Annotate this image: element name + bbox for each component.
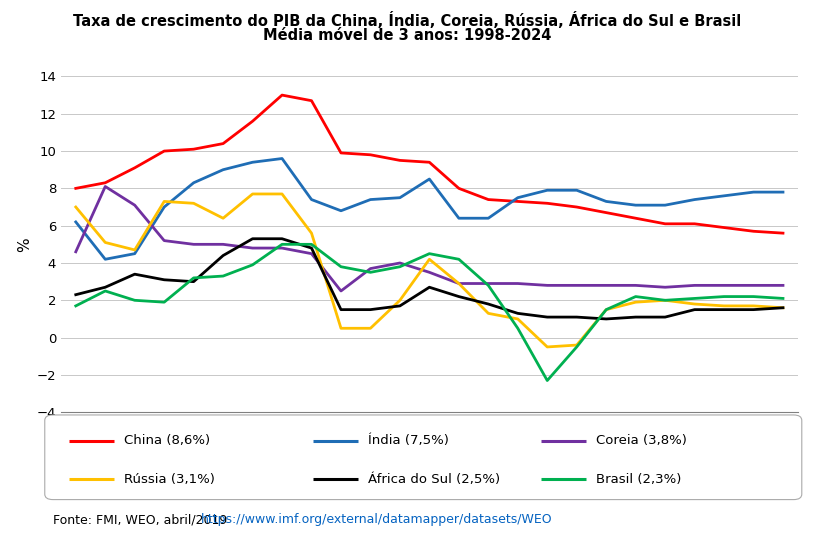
Text: Taxa de crescimento do PIB da China, Índia, Coreia, Rússia, África do Sul e Bras: Taxa de crescimento do PIB da China, Índ…	[73, 12, 741, 29]
Text: Brasil (2,3%): Brasil (2,3%)	[596, 473, 681, 486]
Text: Fonte: FMI, WEO, abril/2019: Fonte: FMI, WEO, abril/2019	[53, 513, 231, 526]
Text: Média móvel de 3 anos: 1998-2024: Média móvel de 3 anos: 1998-2024	[263, 28, 551, 43]
Text: África do Sul (2,5%): África do Sul (2,5%)	[368, 473, 500, 486]
Text: Índia (7,5%): Índia (7,5%)	[368, 434, 449, 447]
Text: https://www.imf.org/external/datamapper/datasets/WEO: https://www.imf.org/external/datamapper/…	[201, 513, 553, 526]
Text: Coreia (3,8%): Coreia (3,8%)	[596, 434, 687, 447]
Text: China (8,6%): China (8,6%)	[124, 434, 210, 447]
Y-axis label: %: %	[17, 237, 33, 252]
Text: Rússia (3,1%): Rússia (3,1%)	[124, 473, 215, 486]
